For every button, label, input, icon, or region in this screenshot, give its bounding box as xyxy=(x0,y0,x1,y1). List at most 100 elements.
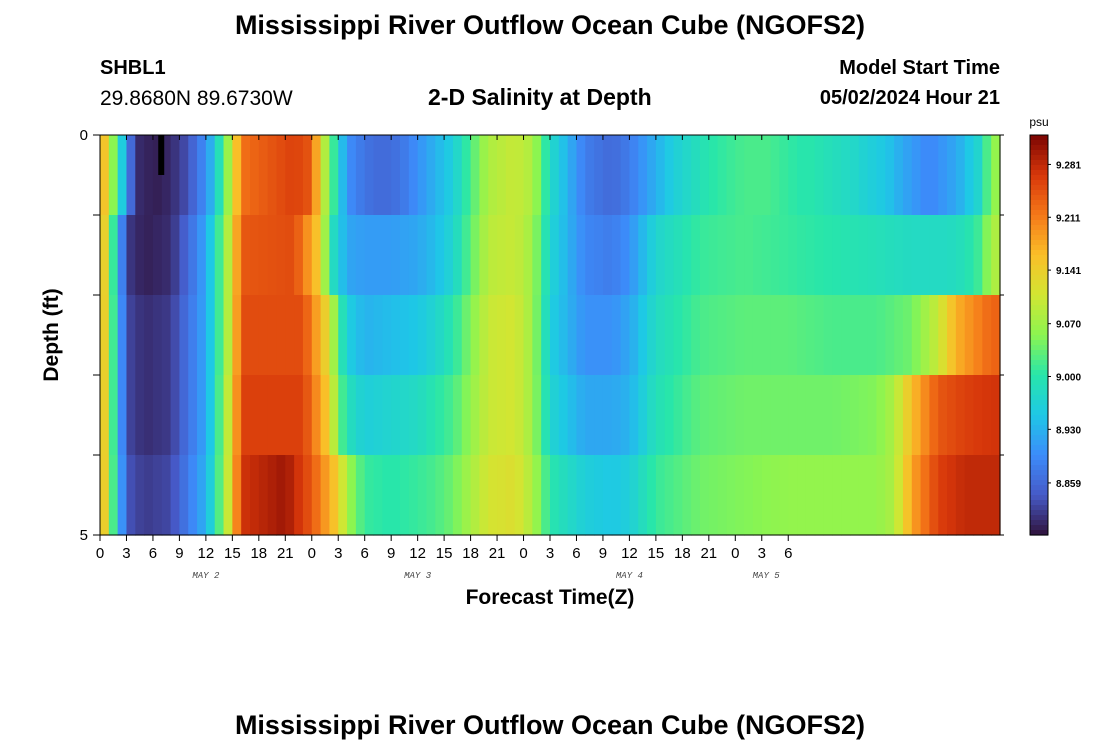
heatmap-cell xyxy=(655,455,666,536)
colorbar-strip xyxy=(1030,415,1048,421)
heatmap-cell xyxy=(726,375,736,456)
heatmap-cell xyxy=(744,375,754,456)
colorbar-strip xyxy=(1030,520,1048,526)
heatmap-cell xyxy=(629,375,639,456)
heatmap-cell xyxy=(170,215,181,296)
x-tick-label: 0 xyxy=(308,545,316,562)
heatmap-cell xyxy=(523,375,533,456)
heatmap-cell xyxy=(355,215,366,296)
heatmap-cell xyxy=(426,135,436,216)
y-axis: 05 xyxy=(80,127,1004,544)
heatmap-cell xyxy=(188,455,198,536)
heatmap-cell xyxy=(761,215,772,296)
heatmap-cell xyxy=(691,375,701,456)
heatmap-cell xyxy=(629,455,639,536)
heatmap-cell xyxy=(779,295,789,376)
heatmap-cell xyxy=(717,375,728,456)
colorbar-strip xyxy=(1030,420,1048,426)
heatmap-cell xyxy=(100,375,110,456)
heatmap-cell xyxy=(135,135,145,216)
heatmap-cell xyxy=(885,455,895,536)
colorbar-strip xyxy=(1030,275,1048,281)
day-label: MAY 2 xyxy=(192,571,220,581)
heatmap-cell xyxy=(452,295,463,376)
heatmap-cell xyxy=(664,295,675,376)
heatmap-cell xyxy=(417,135,428,216)
y-axis-title: Depth (ft) xyxy=(40,288,63,381)
heatmap-cell xyxy=(470,455,481,536)
heatmap-cell xyxy=(391,135,401,216)
heatmap-cell xyxy=(135,375,145,456)
heatmap-cell xyxy=(320,455,331,536)
heatmap-cell xyxy=(532,215,542,296)
heatmap-cell xyxy=(461,215,472,296)
heatmap-cell xyxy=(391,455,401,536)
heatmap-cell xyxy=(232,455,242,536)
heatmap-cell xyxy=(832,375,842,456)
heatmap-cell xyxy=(214,375,225,456)
heatmap-cell xyxy=(735,375,745,456)
heatmap-cell xyxy=(955,135,966,216)
colorbar-strip xyxy=(1030,295,1048,301)
station-id: SHBL1 xyxy=(100,57,166,79)
heatmap-cell xyxy=(179,135,189,216)
heatmap-cell xyxy=(673,375,683,456)
heatmap-cell xyxy=(161,215,172,296)
heatmap-cell xyxy=(514,135,525,216)
heatmap-cell xyxy=(479,375,489,456)
colorbar-strip xyxy=(1030,145,1048,151)
heatmap-cell xyxy=(744,135,754,216)
heatmap-cell xyxy=(135,215,145,296)
heatmap-cell xyxy=(444,295,454,376)
colorbar-strip xyxy=(1030,175,1048,181)
colorbar-strip xyxy=(1030,360,1048,366)
x-tick-label: 18 xyxy=(462,545,479,562)
heatmap-cell xyxy=(894,455,904,536)
heatmap-cell xyxy=(602,215,613,296)
colorbar-strip xyxy=(1030,475,1048,481)
colorbar-strip xyxy=(1030,265,1048,271)
heatmap-cell xyxy=(179,455,189,536)
heatmap-cell xyxy=(364,375,375,456)
colorbar-strip xyxy=(1030,270,1048,276)
colorbar-strip xyxy=(1030,330,1048,336)
heatmap-cell xyxy=(197,135,207,216)
heatmap-cell xyxy=(258,215,269,296)
heatmap-cell xyxy=(285,135,295,216)
heatmap-cell xyxy=(444,375,454,456)
heatmap-cell xyxy=(232,375,242,456)
colorbar-tick-label: 9.141 xyxy=(1056,266,1081,277)
heatmap-cell xyxy=(338,215,348,296)
heatmap-cell xyxy=(470,135,481,216)
heatmap-cell xyxy=(514,295,525,376)
heatmap-cell xyxy=(911,295,922,376)
heatmap-cell xyxy=(444,215,454,296)
heatmap-cell xyxy=(444,135,454,216)
x-tick-label: 6 xyxy=(572,545,580,562)
heatmap-cell xyxy=(814,135,825,216)
heatmap-cell xyxy=(964,135,975,216)
heatmap-cell xyxy=(497,375,507,456)
heatmap-cell xyxy=(611,455,622,536)
heatmap-cell xyxy=(797,135,807,216)
heatmap-cell xyxy=(452,375,463,456)
heatmap-cell xyxy=(638,375,648,456)
x-axis-title: Forecast Time(Z) xyxy=(466,586,635,609)
heatmap-cell xyxy=(382,455,392,536)
heatmap-cell xyxy=(161,375,172,456)
heatmap-cell xyxy=(197,455,207,536)
heatmap-cell xyxy=(302,455,313,536)
heatmap-cell xyxy=(691,295,701,376)
heatmap-cell xyxy=(761,375,772,456)
colorbar-strip xyxy=(1030,190,1048,196)
heatmap-cell xyxy=(567,135,578,216)
heatmap-cell xyxy=(638,295,648,376)
heatmap-cell xyxy=(973,455,983,536)
heatmap-cell xyxy=(205,135,216,216)
heatmap-cell xyxy=(602,455,613,536)
heatmap-cell xyxy=(858,375,869,456)
heatmap-cell xyxy=(770,135,781,216)
heatmap-cell xyxy=(885,135,895,216)
colorbar-strip xyxy=(1030,165,1048,171)
day-label: MAY 4 xyxy=(616,571,643,581)
